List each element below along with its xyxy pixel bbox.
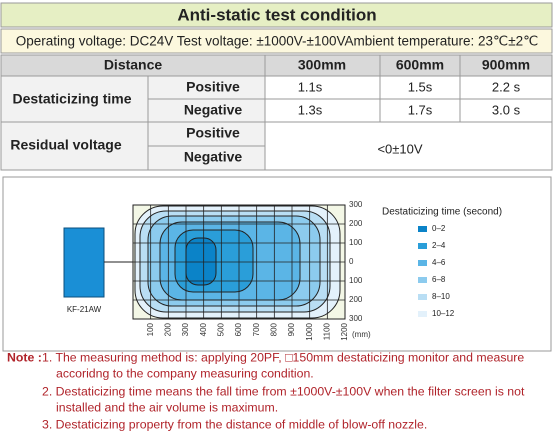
polarity: Positive [186, 79, 240, 95]
x-tick-label: 300 [181, 322, 190, 336]
cell: 3.0 s [492, 102, 521, 117]
legend-label: 8–10 [432, 292, 450, 301]
x-tick-label: 700 [252, 322, 261, 336]
polarity: Positive [186, 125, 240, 141]
cell: 2.2 s [492, 79, 521, 94]
x-tick-label: 200 [163, 322, 172, 336]
x-tick-label: 900 [287, 322, 296, 336]
label-cells [1, 76, 265, 170]
y-tick-label: 100 [349, 238, 363, 247]
cell: 1.5s [408, 79, 433, 94]
table: Distance 300mm 600mm 900mm Destaticizing… [0, 54, 553, 171]
legend-label: 0–2 [432, 224, 446, 233]
contour [185, 237, 217, 286]
cell: 1.3s [298, 102, 323, 117]
cell: <0±10V [377, 141, 422, 156]
legend: 0–2 2–4 4–6 6–8 8–10 10–12 [418, 224, 455, 318]
conditions-bar [0, 28, 553, 54]
x-tick-label: 500 [216, 322, 225, 336]
polarity: Negative [184, 102, 243, 118]
title: Anti-static test condition [177, 5, 376, 24]
y-tick-label: 300 [349, 200, 363, 209]
note-line: 2. Destaticizing time means the fall tim… [42, 384, 525, 398]
legend-swatch [418, 260, 427, 266]
y-tick-label: 200 [349, 295, 363, 304]
note-line: 3. Destaticizing property from the dista… [42, 417, 427, 431]
note-line: accoridng to the company measuring condi… [56, 366, 314, 380]
notes: Note : 1. The measuring method is: apply… [7, 350, 525, 431]
legend-label: 10–12 [432, 309, 455, 318]
x-unit: (mm) [352, 330, 371, 339]
x-tick-label: 800 [269, 322, 278, 336]
group-label: Destaticizing time [12, 91, 131, 107]
polarity: Negative [184, 149, 243, 165]
column-header: 300mm [298, 57, 346, 73]
legend-label: 4–6 [432, 258, 446, 267]
header-row [1, 55, 552, 76]
note-line: 1. The measuring method is: applying 20P… [42, 350, 524, 364]
legend-swatch [418, 243, 427, 249]
table-border [0, 54, 553, 171]
x-tick-label: 100 [146, 322, 155, 336]
x-tick-label: 1100 [322, 322, 331, 340]
cell: 1.1s [298, 79, 323, 94]
column-header: Distance [104, 57, 163, 73]
legend-label: 2–4 [432, 241, 446, 250]
device [63, 227, 105, 298]
legend-title: Destaticizing time (second) [382, 207, 502, 218]
group-label: Residual voltage [10, 137, 121, 153]
legend-swatch [418, 226, 427, 232]
conditions: Operating voltage: DC24V Test voltage: ±… [16, 34, 539, 49]
y-tick-label: 300 [349, 314, 363, 323]
y-tick-label: 100 [349, 276, 363, 285]
note-label: Note : [7, 350, 42, 364]
legend-label: 6–8 [432, 275, 446, 284]
note-line: installed and the air volume is maximum. [56, 400, 278, 414]
y-tick-label: 0 [349, 257, 354, 266]
x-tick-label: 1000 [305, 322, 314, 340]
x-tick-label: 600 [234, 322, 243, 336]
legend-swatch [418, 294, 427, 300]
title-bar [0, 2, 553, 28]
column-header: 900mm [482, 57, 530, 73]
grid: 100 200 300 400 500 600 700 800 900 1000 1100 12003… [133, 200, 363, 341]
cell: 1.7s [408, 102, 433, 117]
y-tick-label: 200 [349, 219, 363, 228]
x-tick-label: 1200 [340, 322, 349, 340]
device-label: KF-21AW [67, 305, 102, 314]
legend-swatch [418, 277, 427, 283]
legend-swatch [418, 311, 427, 317]
column-header: 600mm [396, 57, 444, 73]
x-tick-label: 400 [199, 322, 208, 336]
